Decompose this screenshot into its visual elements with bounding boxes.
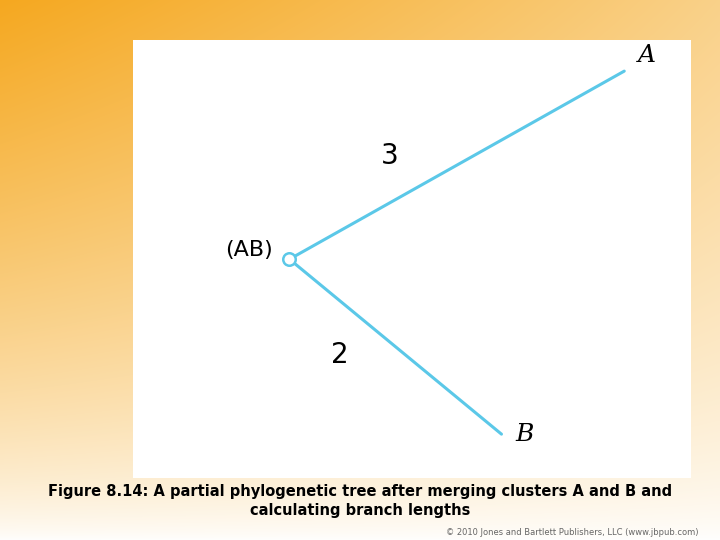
Text: 2: 2	[331, 341, 348, 369]
Text: B: B	[516, 423, 534, 445]
Text: A: A	[638, 44, 656, 67]
Text: (AB): (AB)	[225, 240, 273, 260]
Text: © 2010 Jones and Bartlett Publishers, LLC (www.jbpub.com): © 2010 Jones and Bartlett Publishers, LL…	[446, 528, 698, 537]
Text: calculating branch lengths: calculating branch lengths	[250, 503, 470, 518]
Bar	[133, 40, 691, 478]
Text: 3: 3	[381, 143, 399, 171]
Text: Figure 8.14: A partial phylogenetic tree after merging clusters A and B and: Figure 8.14: A partial phylogenetic tree…	[48, 484, 672, 499]
